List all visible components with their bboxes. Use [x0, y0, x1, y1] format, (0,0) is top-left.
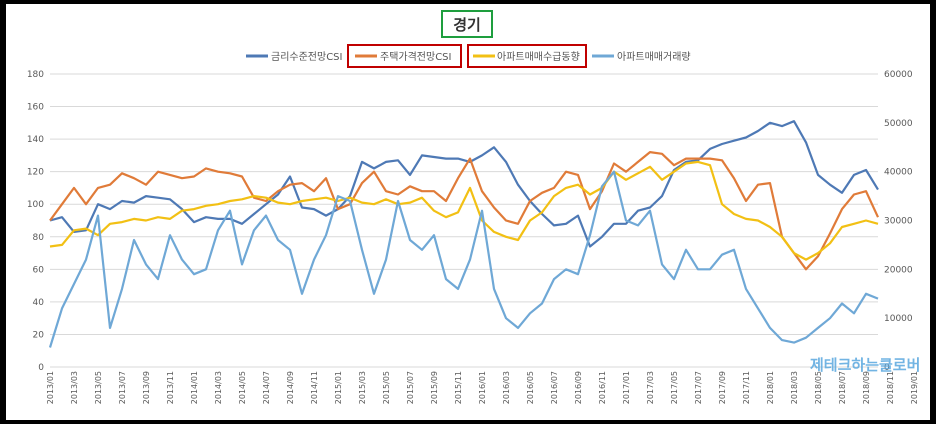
x-tick-label: 2017/05 — [670, 371, 679, 404]
x-tick-label: 2018/03 — [790, 371, 799, 404]
y-left-tick-label: 140 — [27, 135, 44, 145]
chart-title: 경기 — [453, 16, 481, 34]
x-tick-label: 2013/03 — [70, 371, 79, 404]
y-left-tick-label: 160 — [27, 103, 44, 113]
x-tick-label: 2013/09 — [142, 371, 151, 404]
x-tick-label: 2013/01 — [46, 371, 55, 404]
legend-label-2: 주택가격전망CSI — [380, 50, 451, 63]
x-tick-label: 2013/07 — [118, 371, 127, 404]
x-tick-label: 2015/11 — [454, 371, 463, 404]
y-axis-right: 0 10000 20000 30000 40000 50000 60000 — [884, 70, 913, 373]
x-tick-label: 2017/07 — [694, 371, 703, 404]
y-right-tick-label: 60000 — [884, 70, 913, 80]
y-left-tick-label: 180 — [27, 70, 44, 80]
x-tick-label: 2014/03 — [214, 371, 223, 404]
x-tick-label: 2013/11 — [166, 371, 175, 404]
x-tick-label: 2016/07 — [550, 371, 559, 404]
legend-label-1: 금리수준전망CSI — [271, 51, 342, 63]
x-tick-label: 2014/01 — [190, 371, 199, 404]
series-line-1 — [49, 120, 879, 248]
x-tick-label: 2018/07 — [838, 371, 847, 404]
x-tick-label: 2015/05 — [382, 371, 391, 404]
gridlines — [50, 73, 878, 368]
x-tick-label: 2018/11 — [886, 371, 895, 404]
x-tick-label: 2015/01 — [334, 371, 343, 404]
y-right-tick-label: 20000 — [884, 265, 913, 275]
series-line-2 — [49, 151, 879, 271]
x-tick-label: 2014/09 — [286, 371, 295, 404]
y-left-tick-label: 120 — [27, 168, 44, 178]
y-right-tick-label: 0 — [884, 363, 890, 373]
y-left-tick-label: 80 — [33, 233, 45, 243]
title-box — [441, 10, 493, 38]
legend-highlight-box-1 — [347, 44, 462, 68]
x-tick-label: 2016/11 — [598, 371, 607, 404]
chart-frame: 경기 금리수준전망CSI 주택가격전망CSI 아파트매매수급동향 아파트매매거래… — [6, 4, 930, 420]
x-tick-label: 2018/09 — [862, 371, 871, 404]
legend-highlight-box-2 — [467, 44, 587, 68]
series-line-4 — [48, 170, 879, 348]
y-left-tick-label: 40 — [33, 298, 45, 308]
y-left-tick-label: 0 — [38, 363, 44, 373]
y-left-tick-label: 20 — [33, 330, 45, 340]
x-tick-label: 2014/07 — [262, 371, 271, 404]
y-left-tick-label: 100 — [27, 200, 44, 210]
x-tick-label: 2017/11 — [742, 371, 751, 404]
x-tick-label: 2017/01 — [622, 371, 631, 404]
y-right-tick-label: 50000 — [884, 119, 913, 129]
series-line-3 — [49, 160, 879, 261]
watermark: 제테크하는클로버 — [810, 356, 920, 374]
x-tick-label: 2017/03 — [646, 371, 655, 404]
x-tick-label: 2016/09 — [574, 371, 583, 404]
legend-label-4: 아파트매매거래량 — [617, 51, 691, 63]
x-axis: 2013/01 2013/03 2013/05 2013/07 2013/09 2013/… — [46, 371, 919, 404]
x-tick-label: 2016/05 — [526, 371, 535, 404]
y-right-tick-label: 30000 — [884, 217, 913, 227]
x-tick-label: 2014/05 — [238, 371, 247, 404]
legend-label-3: 아파트매매수급동향 — [497, 51, 580, 63]
series-lines — [48, 120, 879, 348]
x-tick-label: 2015/09 — [430, 371, 439, 404]
x-tick-label: 2016/01 — [478, 371, 487, 404]
y-right-tick-label: 10000 — [884, 314, 913, 324]
x-tick-label: 2016/03 — [502, 371, 511, 404]
x-tick-label: 2018/05 — [814, 371, 823, 404]
y-axis-left: 0 20 40 60 80 100 120 140 160 180 — [27, 70, 44, 373]
x-tick-label: 2015/03 — [358, 371, 367, 404]
x-tick-label: 2019/01 — [910, 371, 919, 404]
x-tick-label: 2017/09 — [718, 371, 727, 404]
x-tick-label: 2018/01 — [766, 371, 775, 404]
chart-svg: 경기 금리수준전망CSI 주택가격전망CSI 아파트매매수급동향 아파트매매거래… — [27, 10, 920, 404]
y-left-tick-label: 60 — [33, 265, 45, 275]
x-tick-label: 2013/05 — [94, 371, 103, 404]
y-right-tick-label: 40000 — [884, 168, 913, 178]
x-tick-label: 2014/11 — [310, 371, 319, 404]
legend: 금리수준전망CSI 주택가격전망CSI 아파트매매수급동향 아파트매매거래량 — [246, 44, 691, 68]
x-tick-label: 2015/07 — [406, 371, 415, 404]
